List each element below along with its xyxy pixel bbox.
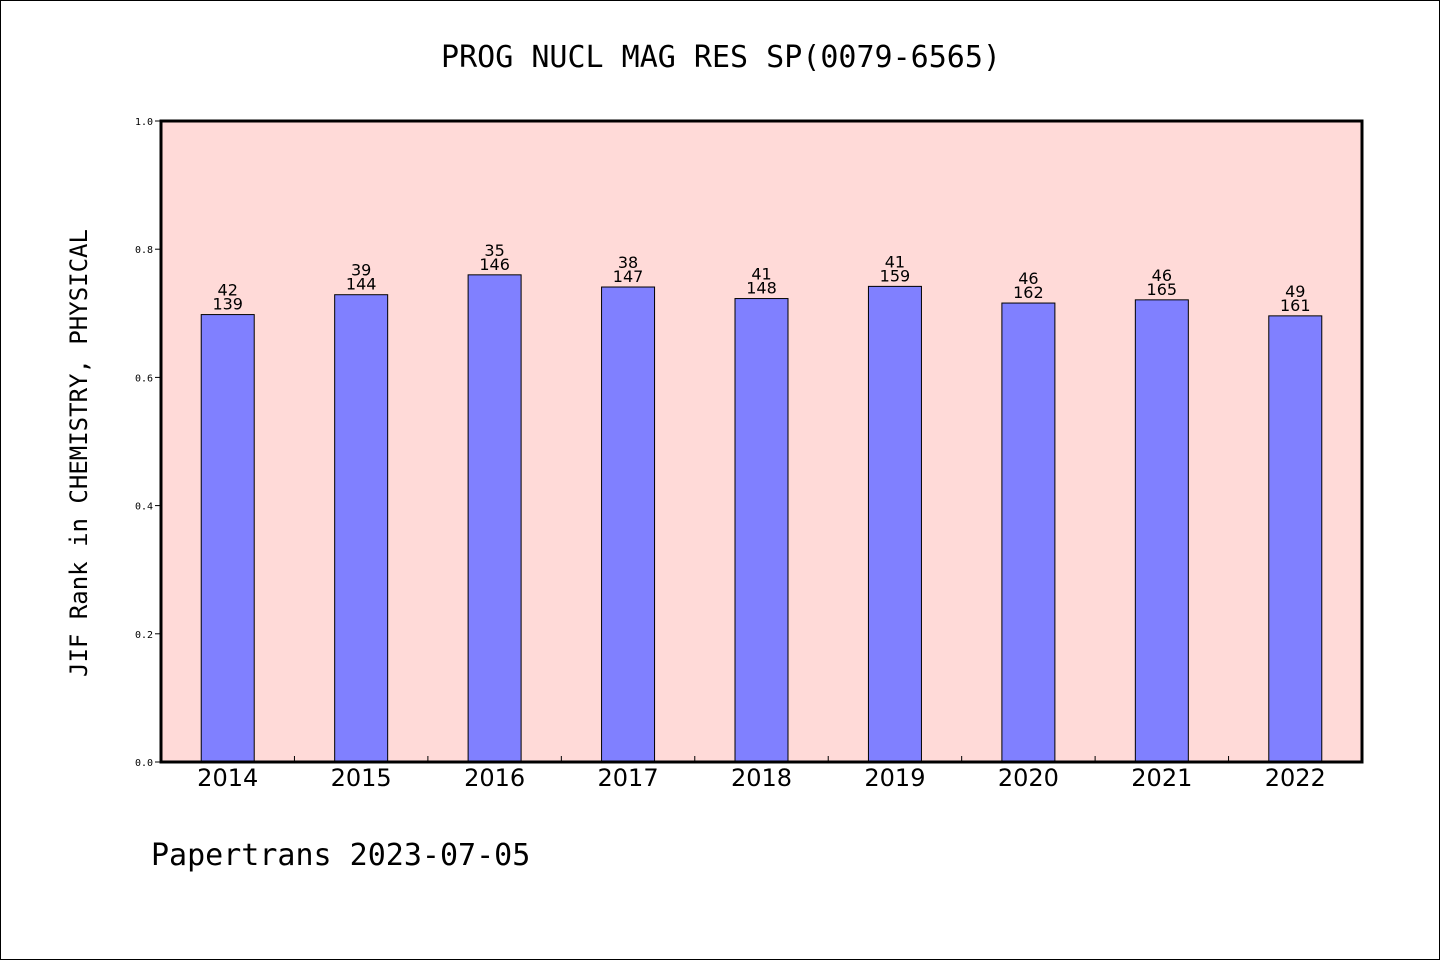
x-tick-label: 2016 — [464, 764, 525, 792]
plot-border — [159, 119, 1364, 764]
bar-total-label: 148 — [746, 279, 777, 298]
bar-total-label: 161 — [1280, 296, 1311, 315]
x-tick-label: 2018 — [731, 764, 792, 792]
bar — [601, 286, 656, 763]
x-tick-label: 2017 — [598, 764, 659, 792]
chart-title: PROG NUCL MAG RES SP(0079-6565) — [441, 40, 1001, 75]
bar — [1001, 302, 1056, 763]
y-axis: 0.0 0.2 0.4 0.6 0.8 1.0 — [135, 117, 161, 769]
bar-rank-label: 39 — [351, 261, 371, 280]
bar-rank-label: 41 — [885, 252, 905, 271]
bar-rank-label: 42 — [218, 281, 238, 300]
y-tick-label: 0.4 — [135, 502, 153, 513]
bar-total-label: 144 — [346, 275, 377, 294]
y-axis-label: JIF Rank in CHEMISTRY, PHYSICAL — [65, 229, 93, 677]
x-tick-label: 2015 — [331, 764, 392, 792]
footer-credit: Papertrans 2023-07-05 — [151, 838, 530, 873]
y-tick-label: 0.6 — [135, 373, 153, 384]
bar — [334, 294, 389, 763]
bar-total-label: 146 — [479, 255, 510, 274]
bar-total-label: 165 — [1147, 280, 1178, 299]
y-tick-label: 0.0 — [135, 758, 153, 769]
bar — [200, 314, 255, 763]
y-tick-label: 1.0 — [135, 117, 153, 128]
bar — [467, 274, 522, 763]
x-tick-label: 2019 — [864, 764, 925, 792]
bar-rank-label: 49 — [1285, 282, 1305, 301]
bar-rank-label: 35 — [484, 241, 504, 260]
bar — [1134, 299, 1189, 763]
x-axis: 2014 2015 2016 2017 2018 2019 2020 2021 2022 — [197, 756, 1326, 792]
bar-rank-label: 46 — [1018, 269, 1038, 288]
x-tick-label: 2022 — [1265, 764, 1326, 792]
bar-rank-label: 38 — [618, 253, 638, 272]
x-tick-label: 2014 — [197, 764, 258, 792]
bar — [1268, 315, 1323, 763]
bar-rank-label: 46 — [1152, 266, 1172, 285]
y-tick-label: 0.8 — [135, 245, 153, 256]
bar-total-label: 139 — [212, 295, 243, 314]
x-tick-label: 2020 — [998, 764, 1059, 792]
x-tick-label: 2021 — [1131, 764, 1192, 792]
y-tick-label: 0.2 — [135, 630, 153, 641]
bar — [734, 298, 789, 763]
bar-rank-label: 41 — [751, 265, 771, 284]
bar-total-label: 147 — [613, 267, 644, 286]
bar — [867, 285, 922, 763]
bar-total-label: 162 — [1013, 283, 1044, 302]
bar-total-label: 159 — [880, 266, 911, 285]
